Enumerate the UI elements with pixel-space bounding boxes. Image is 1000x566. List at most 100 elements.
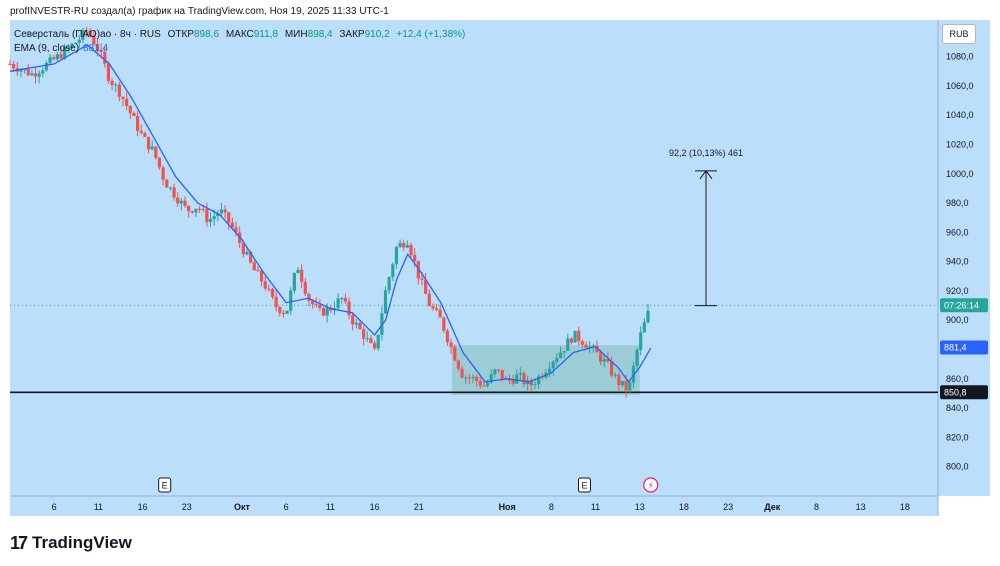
- earnings-event-label: E: [581, 481, 587, 491]
- candle-body: [420, 278, 424, 280]
- candle-body: [44, 62, 49, 71]
- date-tick-label: 6: [284, 502, 289, 512]
- candle-body: [212, 216, 216, 220]
- candle-body: [12, 64, 16, 69]
- symbol-legend[interactable]: Северсталь (ПАО)ао · 8ч · RUS ОТКР898,6 …: [14, 29, 465, 40]
- candle-body: [48, 57, 52, 63]
- candle-body: [146, 136, 151, 150]
- candle-body: [402, 243, 406, 248]
- candle-body: [464, 377, 468, 379]
- price-tag-box: [940, 298, 988, 313]
- candle-body: [533, 384, 537, 386]
- date-tick-label: 16: [370, 502, 380, 512]
- candle-body: [584, 344, 588, 348]
- candle-body: [383, 290, 388, 314]
- candle-body: [325, 307, 329, 316]
- candle-body: [424, 279, 428, 294]
- candle-body: [121, 96, 125, 99]
- date-tick-label: 13: [635, 502, 645, 512]
- candle-body: [340, 298, 344, 300]
- candle-body: [438, 309, 442, 318]
- candle-body: [354, 322, 358, 325]
- candle-body: [259, 270, 264, 282]
- candle-body: [362, 329, 366, 339]
- close-label: ЗАКР: [339, 29, 365, 40]
- candle-body: [296, 269, 300, 274]
- candle-body: [635, 349, 639, 366]
- candle-body: [241, 242, 245, 255]
- price-tag-box: [940, 340, 988, 355]
- time-axis-background: [10, 496, 938, 516]
- date-tick-label: 23: [723, 502, 733, 512]
- candle-body: [270, 288, 275, 297]
- candle-body: [172, 187, 176, 198]
- candle-body: [551, 361, 555, 369]
- candle-body: [77, 39, 81, 44]
- candle-body: [41, 70, 45, 74]
- candle-body: [580, 341, 584, 345]
- candle-body: [256, 270, 260, 272]
- candle-body: [409, 245, 413, 255]
- candle-body: [110, 80, 114, 86]
- candle-body: [150, 146, 154, 150]
- candle-body: [263, 281, 267, 289]
- candle-body: [642, 322, 646, 333]
- ema-legend[interactable]: EMA (9, close) 881,4: [14, 43, 108, 54]
- date-tick-label: 8: [549, 502, 554, 512]
- low-label: МИН: [284, 29, 308, 40]
- candle-body: [613, 374, 617, 376]
- candle-body: [230, 222, 234, 228]
- candle-body: [343, 298, 348, 302]
- ema-label[interactable]: EMA (9, close): [14, 43, 80, 54]
- ema-line: [9, 44, 652, 383]
- candle-body: [99, 50, 103, 52]
- tradingview-logo-mark: 17: [10, 532, 28, 553]
- candle-body: [358, 322, 362, 330]
- candle-body: [351, 315, 355, 325]
- candle-body: [33, 73, 38, 77]
- candle-body: [59, 54, 63, 59]
- price-tag-label: 850,8: [944, 387, 967, 397]
- candle-body: [205, 209, 209, 222]
- candle-body: [179, 200, 183, 204]
- price-axis-background: [938, 20, 990, 496]
- candle-body: [489, 374, 493, 383]
- candle-body: [19, 69, 23, 72]
- currency-button[interactable]: RUB: [942, 24, 976, 44]
- candle-body: [219, 209, 224, 214]
- price-tick-label: 980,0: [946, 198, 969, 208]
- close-value: 910,2: [364, 29, 390, 40]
- candle-body: [639, 332, 643, 350]
- price-tick-label: 820,0: [946, 432, 969, 442]
- candle-body: [405, 245, 409, 248]
- date-tick-label: 18: [679, 502, 689, 512]
- candle-body: [88, 31, 92, 36]
- candle-body: [624, 381, 628, 391]
- candle-body: [617, 374, 621, 386]
- candle-body: [106, 63, 111, 81]
- candle-body: [37, 73, 41, 77]
- candle-body: [26, 69, 30, 76]
- candle-body: [398, 243, 402, 248]
- candle-body: [577, 330, 581, 342]
- candle-body: [609, 361, 614, 376]
- candle-body: [117, 84, 121, 97]
- candle-body: [537, 376, 541, 385]
- candle-body: [55, 54, 59, 60]
- candle-body: [70, 43, 74, 48]
- candle-body: [566, 338, 570, 351]
- candle-body: [103, 51, 107, 64]
- price-tick-label: 1020,0: [946, 139, 974, 149]
- symbol-name[interactable]: Северсталь (ПАО)ао · 8ч · RUS: [14, 29, 161, 40]
- candle-body: [190, 211, 194, 213]
- candle-body: [518, 373, 522, 375]
- candle-body: [595, 345, 599, 353]
- candle-body: [300, 269, 304, 282]
- plot-background: [10, 20, 938, 496]
- tradingview-logo[interactable]: 17 TradingView: [10, 532, 132, 554]
- date-tick-label: 16: [138, 502, 148, 512]
- candle-body: [128, 105, 132, 114]
- candle-body: [569, 338, 574, 343]
- candle-body: [449, 342, 453, 348]
